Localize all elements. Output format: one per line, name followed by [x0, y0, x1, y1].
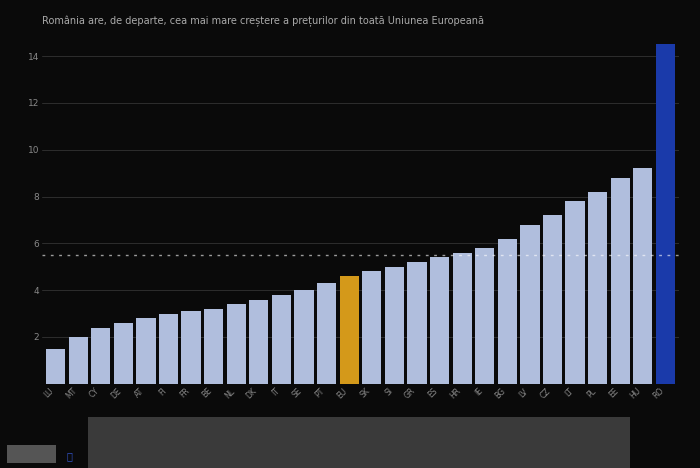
Bar [113, 323, 133, 384]
Bar [249, 300, 269, 384]
Bar [295, 290, 314, 384]
Bar [340, 276, 359, 384]
Bar [498, 239, 517, 384]
Bar [227, 304, 246, 384]
Bar [452, 253, 472, 384]
Bar [136, 318, 155, 384]
Text: România are, de departe, cea mai mare creștere a prețurilor din toată Uniunea Eu: România are, de departe, cea mai mare cr… [42, 16, 484, 27]
Bar [362, 271, 382, 384]
Bar [407, 262, 426, 384]
Bar [181, 311, 201, 384]
Bar [159, 314, 178, 384]
Bar [656, 44, 675, 384]
Bar [46, 349, 65, 384]
Bar [204, 309, 223, 384]
Bar [588, 192, 608, 384]
Bar [566, 201, 584, 384]
Bar [430, 257, 449, 384]
Text: ⓞ: ⓞ [66, 451, 72, 461]
Bar [520, 225, 540, 384]
Bar [272, 295, 291, 384]
Bar [475, 248, 494, 384]
Bar [543, 215, 562, 384]
Bar [610, 178, 630, 384]
Bar [385, 267, 404, 384]
Bar [317, 283, 336, 384]
Bar [69, 337, 88, 384]
Bar [91, 328, 111, 384]
Bar [634, 168, 652, 384]
